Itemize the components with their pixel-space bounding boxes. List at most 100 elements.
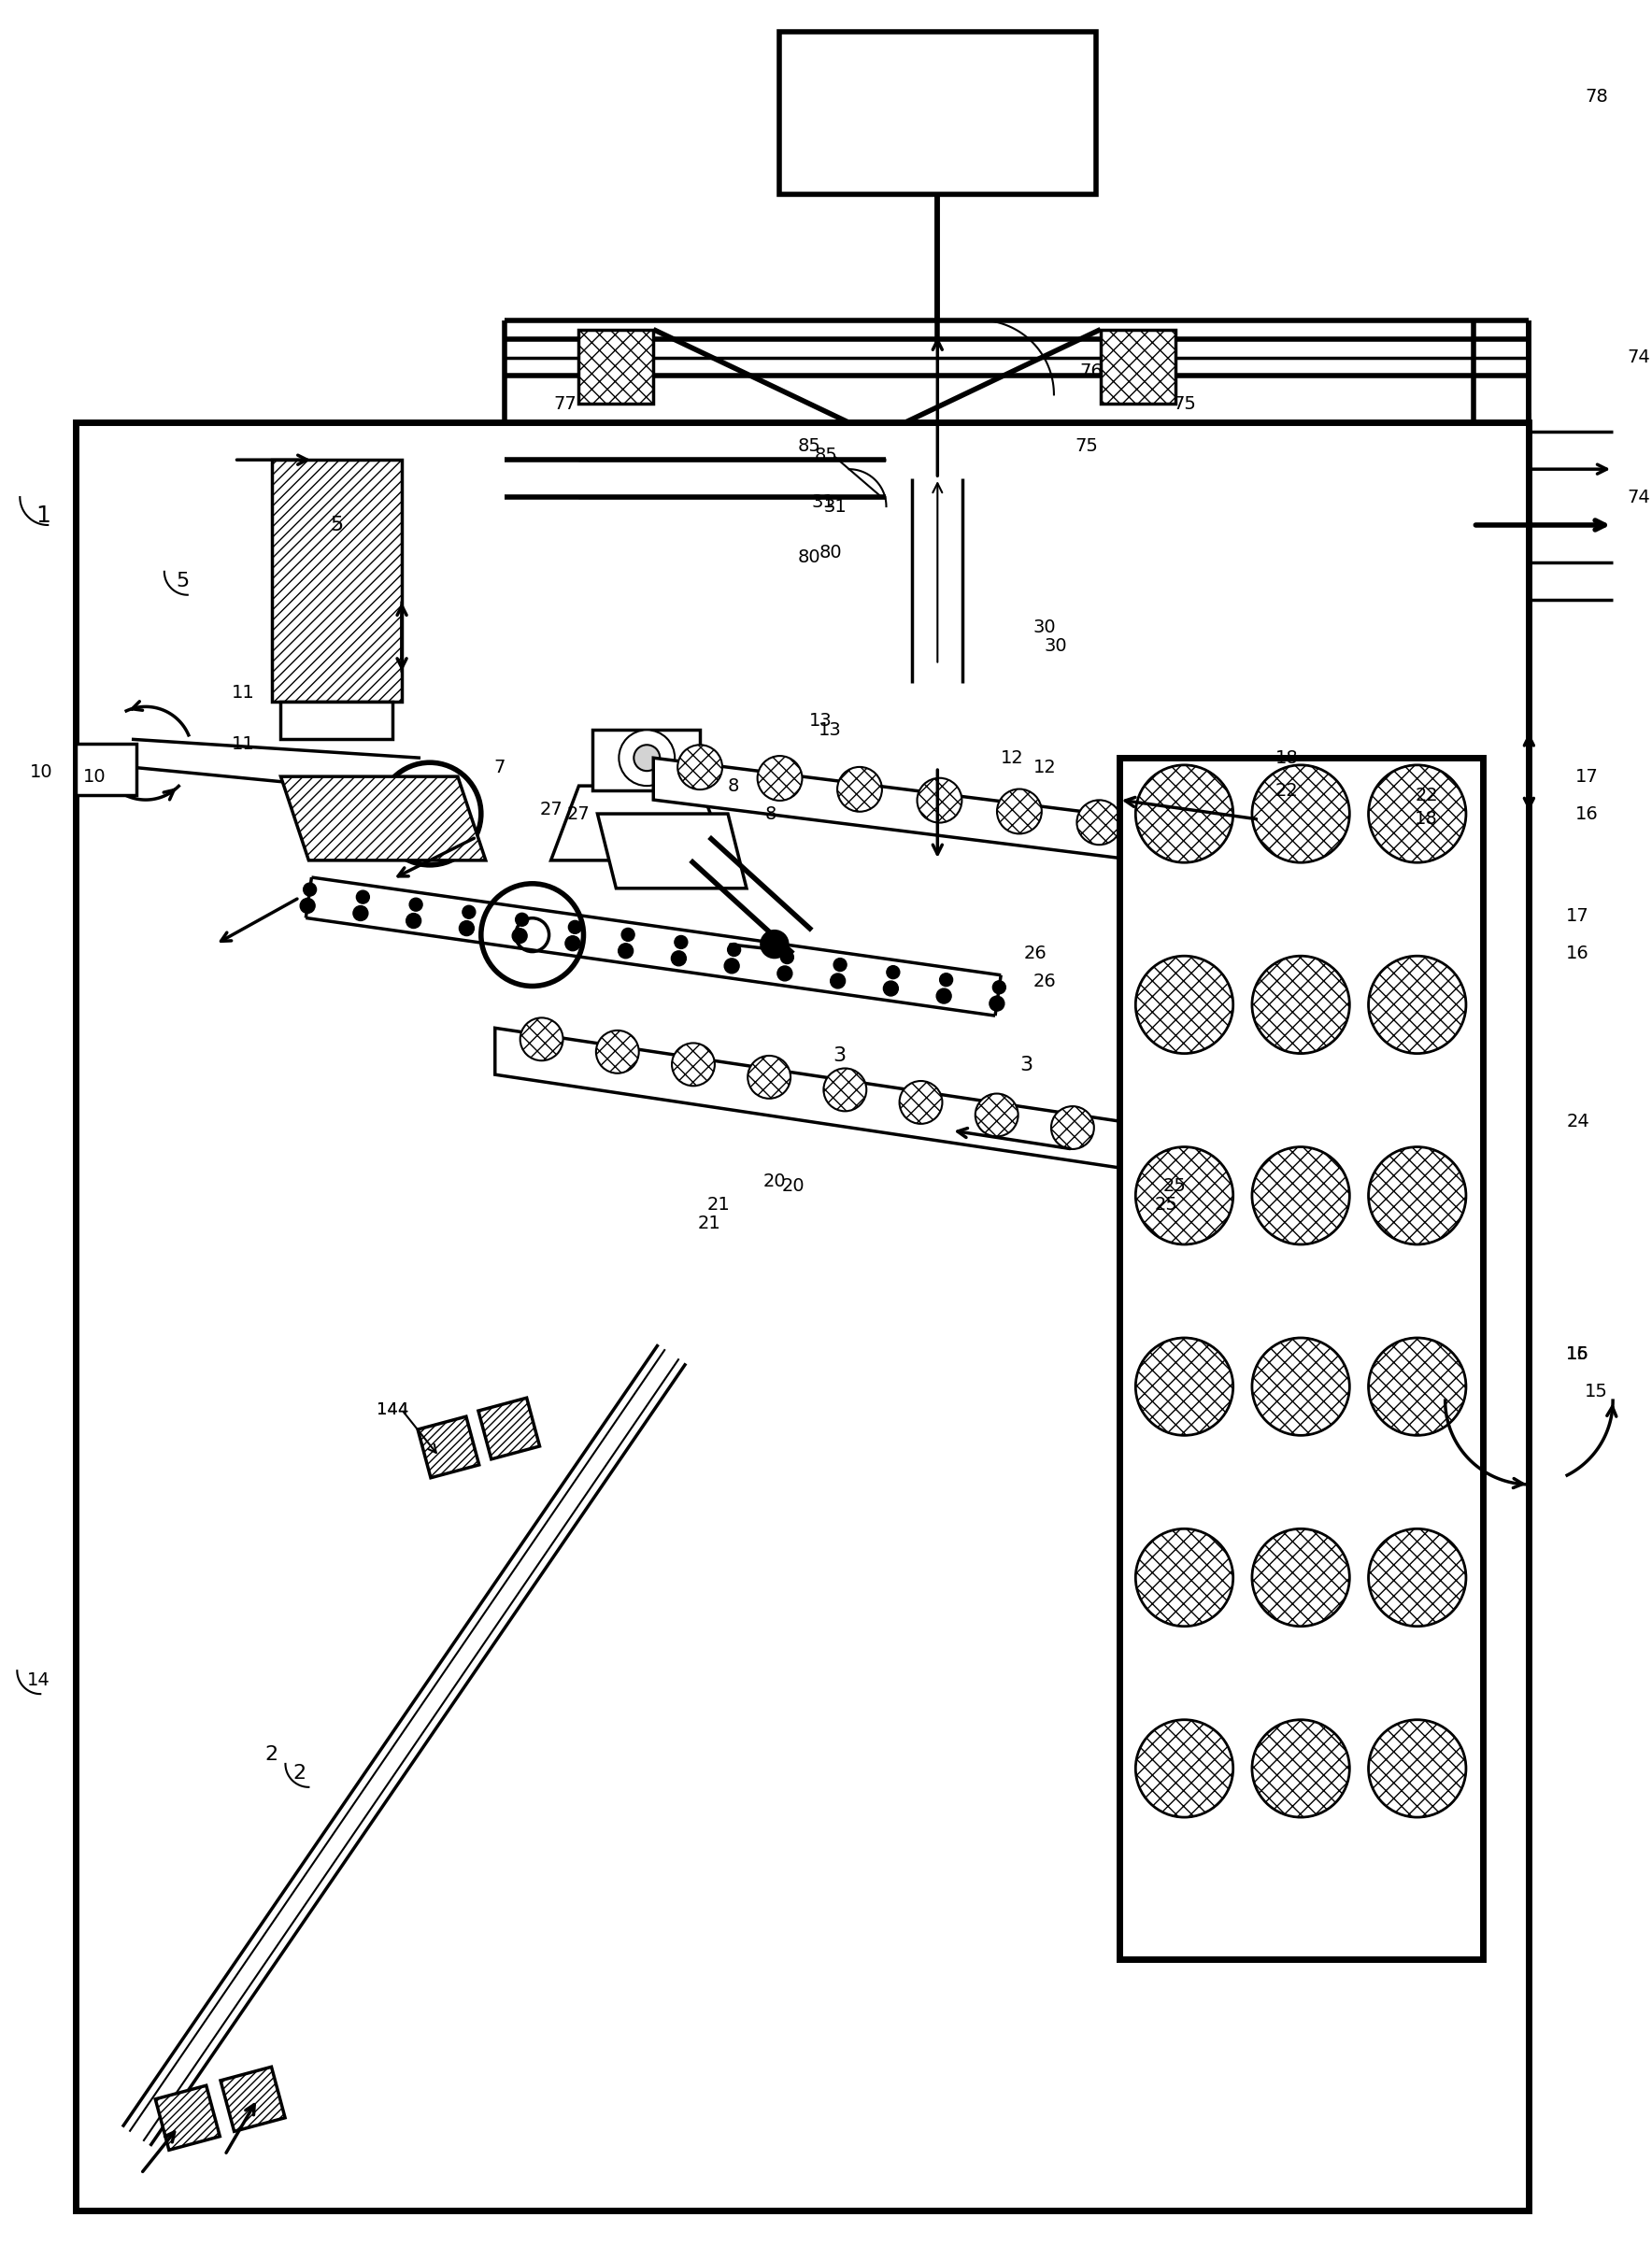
Circle shape [884, 981, 899, 997]
Circle shape [831, 974, 846, 988]
Text: 25: 25 [1163, 1177, 1186, 1196]
Circle shape [1370, 766, 1465, 863]
Circle shape [325, 468, 339, 481]
Circle shape [1370, 1338, 1465, 1435]
Circle shape [565, 936, 580, 951]
Circle shape [378, 762, 481, 866]
Text: 24: 24 [1566, 1112, 1589, 1130]
Circle shape [1252, 1338, 1350, 1435]
Circle shape [727, 942, 740, 956]
Text: 12: 12 [1032, 759, 1056, 775]
Text: 17: 17 [1576, 768, 1599, 786]
Polygon shape [496, 1028, 1118, 1168]
Circle shape [1252, 1148, 1350, 1243]
Circle shape [1252, 1720, 1350, 1817]
Polygon shape [221, 2068, 286, 2131]
Text: 18: 18 [1416, 809, 1439, 827]
Circle shape [1252, 1530, 1350, 1625]
Text: 13: 13 [809, 712, 833, 730]
Circle shape [993, 981, 1006, 994]
Circle shape [975, 1094, 1018, 1137]
Text: 144: 144 [377, 1401, 408, 1419]
Circle shape [482, 468, 496, 481]
Circle shape [838, 766, 882, 811]
Circle shape [301, 897, 316, 913]
Text: 13: 13 [819, 721, 843, 739]
Polygon shape [479, 1399, 540, 1460]
Text: 76: 76 [1080, 362, 1104, 380]
Bar [76, 423, 1530, 2210]
Text: 22: 22 [1416, 786, 1439, 805]
Polygon shape [654, 757, 1325, 884]
Circle shape [1252, 956, 1350, 1053]
Circle shape [1137, 766, 1232, 863]
Circle shape [459, 468, 472, 481]
Circle shape [349, 468, 360, 481]
Circle shape [1370, 1148, 1465, 1243]
Circle shape [778, 965, 793, 981]
Circle shape [748, 1055, 791, 1098]
Circle shape [1137, 1530, 1232, 1625]
Bar [578, 330, 654, 405]
Text: 2: 2 [292, 1763, 306, 1783]
Circle shape [512, 929, 527, 942]
Bar [780, 32, 1095, 194]
Circle shape [990, 997, 1004, 1010]
Circle shape [887, 965, 900, 979]
Circle shape [596, 1031, 639, 1074]
Circle shape [527, 468, 540, 481]
Circle shape [1370, 1720, 1465, 1817]
Circle shape [1370, 1338, 1465, 1435]
Circle shape [357, 890, 370, 904]
Text: 11: 11 [231, 685, 254, 701]
Circle shape [520, 1017, 563, 1060]
Circle shape [834, 958, 846, 972]
Circle shape [621, 929, 634, 940]
Bar [319, 432, 578, 497]
Circle shape [354, 906, 368, 920]
Text: 2: 2 [264, 1745, 278, 1763]
Circle shape [618, 942, 633, 958]
Circle shape [463, 906, 476, 918]
Circle shape [1137, 1338, 1232, 1435]
Circle shape [1370, 956, 1465, 1053]
Text: 8: 8 [765, 805, 776, 823]
Circle shape [671, 951, 686, 965]
Circle shape [1137, 1530, 1232, 1625]
Text: 74: 74 [1627, 488, 1650, 506]
Text: 21: 21 [697, 1214, 720, 1232]
Polygon shape [912, 683, 963, 766]
Text: 30: 30 [1032, 619, 1056, 637]
Circle shape [1252, 956, 1350, 1053]
Text: 17: 17 [1566, 906, 1589, 924]
Circle shape [1252, 766, 1350, 863]
Circle shape [393, 468, 406, 481]
Circle shape [1370, 1530, 1465, 1625]
Text: 31: 31 [823, 497, 846, 515]
Text: 10: 10 [83, 768, 106, 786]
Bar [593, 730, 700, 791]
Circle shape [1252, 1530, 1350, 1625]
Bar [281, 703, 393, 739]
Circle shape [459, 443, 472, 457]
Circle shape [996, 789, 1042, 834]
Text: 12: 12 [1001, 748, 1024, 766]
Circle shape [824, 1069, 866, 1112]
Circle shape [548, 468, 562, 481]
Circle shape [406, 913, 421, 929]
Circle shape [438, 443, 451, 457]
Circle shape [780, 951, 793, 963]
Text: 78: 78 [1584, 88, 1607, 106]
Text: 80: 80 [819, 545, 843, 563]
Text: 5: 5 [330, 515, 344, 533]
Circle shape [415, 443, 428, 457]
Circle shape [370, 468, 383, 481]
Circle shape [515, 913, 529, 927]
Circle shape [674, 936, 687, 949]
Text: 8: 8 [729, 777, 740, 796]
Circle shape [677, 746, 722, 789]
Circle shape [1137, 1338, 1232, 1435]
Text: 18: 18 [1275, 748, 1298, 766]
Bar [1100, 330, 1175, 405]
Text: 11: 11 [231, 735, 254, 753]
